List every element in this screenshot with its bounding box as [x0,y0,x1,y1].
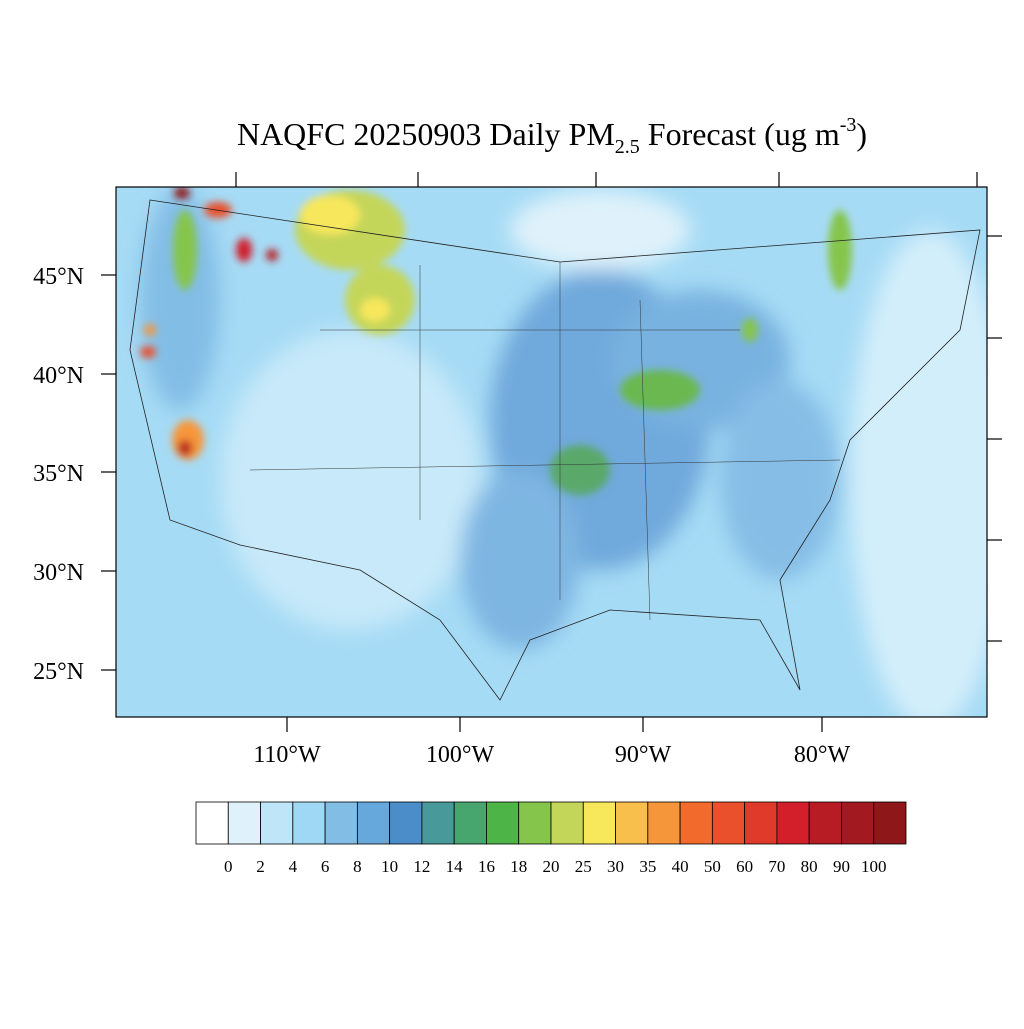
colorbar-box [324,801,358,845]
lon-labels: 110°W 100°W 90°W 80°W [253,742,850,768]
lat-label: 30°N [33,560,84,586]
colorbar-label: 40 [672,857,689,876]
colorbar-label: 80 [801,857,818,876]
colorbar-box [711,801,746,845]
lat-label: 45°N [33,264,84,290]
colorbar-box [550,801,584,845]
lon-label: 100°W [426,742,495,768]
colorbar-box [389,801,423,845]
title-rest: Forecast (ug m [640,116,840,152]
lat-labels: 45°N 40°N 35°N 30°N 25°N [33,264,84,685]
lon-label: 90°W [615,742,672,768]
title-close: ) [856,116,867,152]
colorbar-label: 18 [510,857,527,876]
colorbar: 0 2 4 6 8 10 12 14 16 18 20 25 30 35 40 50 60 70 80 90 100 [195,801,907,876]
colorbar-box [486,801,520,845]
title-main: NAQFC 20250903 Daily PM [237,116,615,152]
colorbar-box [260,801,294,845]
colorbar-label: 35 [639,857,656,876]
colorbar-label: 8 [353,857,362,876]
colorbar-box [808,801,842,845]
title: NAQFC 20250903 Daily PM2.5 Forecast (ug … [237,114,867,158]
colorbar-label: 6 [321,857,330,876]
colorbar-box [356,801,391,845]
colorbar-label: 14 [446,857,464,876]
title-sup: -3 [840,114,857,136]
lon-label: 110°W [253,742,321,768]
colorbar-box [582,801,616,845]
title-sub: 2.5 [615,136,640,158]
colorbar-label: 4 [289,857,298,876]
colorbar-label: 100 [861,857,887,876]
colorbar-box [421,801,455,845]
lon-label: 80°W [794,742,851,768]
colorbar-box [776,801,810,845]
colorbar-label: 2 [256,857,265,876]
colorbar-box [679,801,713,845]
colorbar-box [873,801,907,845]
colorbar-label: 25 [575,857,592,876]
colorbar-label: 10 [381,857,398,876]
colorbar-box [227,801,261,845]
colorbar-box [744,801,778,845]
colorbar-box [841,801,875,845]
colorbar-label: 90 [833,857,850,876]
colorbar-label: 30 [607,857,624,876]
lat-label: 35°N [33,461,84,487]
map-field [116,187,987,717]
colorbar-label: 60 [736,857,753,876]
map-ticks [101,172,1002,732]
map-frame [115,186,988,718]
colorbar-box [647,801,681,845]
colorbar-box [453,801,487,845]
colorbar-box [615,801,649,845]
colorbar-box [292,801,326,845]
colorbar-box [518,801,552,845]
colorbar-label: 50 [704,857,721,876]
colorbar-label: 12 [413,857,430,876]
colorbar-label: 70 [768,857,785,876]
colorbar-label: 20 [543,857,560,876]
colorbar-box [195,801,229,845]
colorbar-label: 0 [224,857,233,876]
lat-label: 25°N [33,659,84,685]
lat-label: 40°N [33,363,84,389]
colorbar-label: 16 [478,857,495,876]
